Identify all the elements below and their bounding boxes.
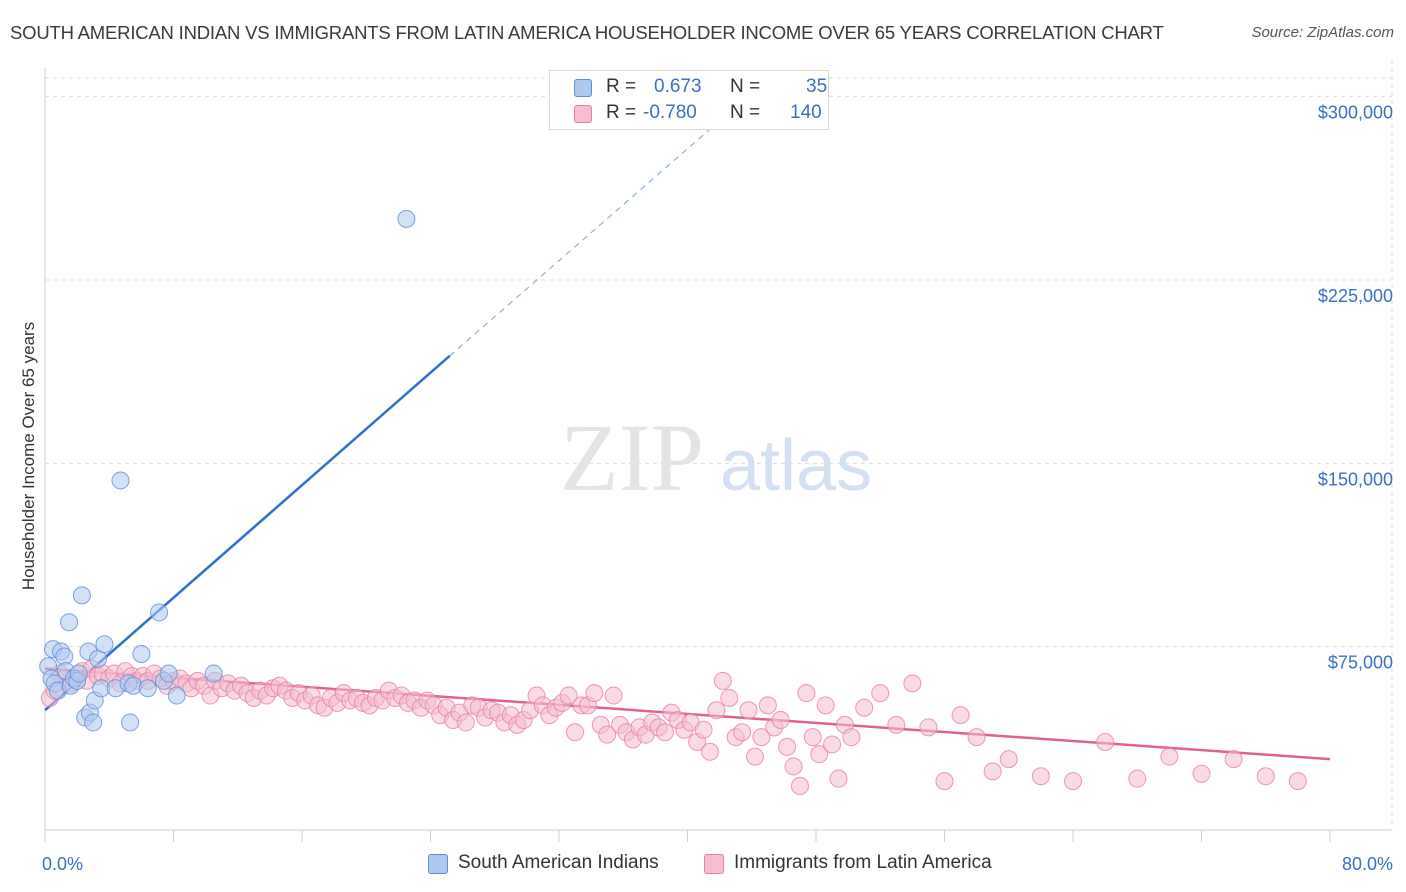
- bottom-legend-swatch-pink: [704, 854, 724, 874]
- point-south-american-indian: [138, 679, 157, 698]
- point-immigrant-latin-america: [778, 737, 797, 756]
- point-immigrant-latin-america: [707, 701, 726, 720]
- point-south-american-indian: [167, 686, 186, 705]
- axis-labels: $75,000 $150,000 $225,000 $300,000 0.0% 80.0%: [42, 103, 1393, 874]
- point-immigrant-latin-america: [1096, 733, 1115, 751]
- point-immigrant-latin-america: [784, 757, 803, 776]
- point-immigrant-latin-america: [598, 725, 617, 744]
- y-axis-title: Householder Income Over 65 years: [19, 322, 38, 590]
- point-immigrant-latin-america: [739, 701, 758, 720]
- point-immigrant-latin-america: [745, 747, 764, 766]
- x-tick-label: 0.0%: [42, 854, 83, 874]
- point-immigrant-latin-america: [855, 698, 874, 717]
- bottom-legend-label: Immigrants from Latin America: [734, 852, 992, 873]
- point-south-american-indian: [159, 664, 178, 683]
- legend-n-value: 140: [790, 102, 822, 123]
- trend-line-south-american-indians: [44, 354, 451, 712]
- point-immigrant-latin-america: [803, 728, 822, 747]
- point-south-american-indian: [132, 645, 151, 663]
- point-south-american-indian: [60, 613, 79, 632]
- point-immigrant-latin-america: [713, 671, 732, 690]
- legend-r-value: -0.780: [643, 102, 697, 123]
- x-tick-label: 80.0%: [1342, 854, 1393, 874]
- point-immigrant-latin-america: [720, 689, 739, 707]
- point-south-american-indian: [150, 603, 169, 622]
- legend-swatch-pink: [574, 105, 592, 123]
- point-immigrant-latin-america: [790, 777, 809, 795]
- point-immigrant-latin-america: [983, 762, 1002, 781]
- point-immigrant-latin-america: [919, 718, 938, 737]
- point-south-american-indian: [69, 664, 88, 683]
- trend-line-extension: [449, 113, 729, 357]
- point-immigrant-latin-america: [733, 723, 752, 742]
- point-immigrant-latin-america: [829, 769, 848, 788]
- bottom-legend-swatch-blue: [428, 854, 448, 874]
- point-immigrant-latin-america: [700, 742, 719, 761]
- point-south-american-indian: [84, 713, 103, 732]
- point-immigrant-latin-america: [758, 696, 777, 715]
- point-immigrant-latin-america: [1224, 750, 1243, 769]
- point-immigrant-latin-america: [823, 735, 842, 754]
- point-south-american-indian: [121, 713, 140, 732]
- point-immigrant-latin-america: [604, 686, 623, 705]
- point-immigrant-latin-america: [842, 728, 861, 747]
- point-immigrant-latin-america: [559, 686, 578, 705]
- point-immigrant-latin-america: [999, 750, 1018, 769]
- legend-n-value: 35: [806, 76, 828, 97]
- gridlines: [45, 60, 1393, 830]
- y-tick-label: $225,000: [1318, 286, 1393, 306]
- point-immigrant-latin-america: [1031, 767, 1050, 786]
- legend-r-label: R =: [606, 102, 637, 123]
- y-tick-label: $150,000: [1318, 469, 1393, 489]
- axes: [44, 68, 1392, 842]
- point-immigrant-latin-america: [797, 684, 816, 703]
- point-immigrant-latin-america: [1192, 764, 1211, 783]
- point-immigrant-latin-america: [903, 674, 922, 693]
- legend-r-label: R =: [606, 76, 637, 97]
- point-immigrant-latin-america: [816, 696, 835, 715]
- point-immigrant-latin-america: [656, 723, 675, 742]
- correlation-legend: R = 0.673 N = 35 R = -0.780 N = 140: [549, 70, 829, 130]
- watermark-zip: ZIP: [560, 404, 704, 511]
- y-tick-label: $300,000: [1318, 103, 1393, 123]
- point-immigrant-latin-america: [1064, 772, 1082, 791]
- legend-swatch-blue: [574, 79, 592, 97]
- point-immigrant-latin-america: [694, 720, 713, 739]
- point-immigrant-latin-america: [771, 711, 790, 729]
- chart-title: SOUTH AMERICAN INDIAN VS IMMIGRANTS FROM…: [10, 22, 1164, 43]
- point-immigrant-latin-america: [935, 772, 954, 791]
- point-south-american-indian: [397, 209, 416, 228]
- point-immigrant-latin-america: [871, 684, 890, 703]
- point-south-american-indian: [95, 635, 114, 654]
- point-immigrant-latin-america: [752, 728, 771, 747]
- legend-n-label: N =: [730, 76, 761, 97]
- point-immigrant-latin-america: [887, 715, 906, 734]
- point-south-american-indian: [111, 471, 130, 490]
- legend-n-label: N =: [730, 102, 761, 123]
- point-immigrant-latin-america: [585, 684, 604, 703]
- watermark-atlas: atlas: [720, 426, 872, 506]
- point-immigrant-latin-america: [951, 706, 970, 725]
- point-immigrant-latin-america: [456, 713, 475, 732]
- bottom-legend-label: South American Indians: [458, 852, 659, 873]
- point-immigrant-latin-america: [967, 728, 986, 747]
- point-immigrant-latin-america: [566, 723, 585, 742]
- point-immigrant-latin-america: [810, 745, 829, 764]
- data-points: [39, 209, 1307, 795]
- y-tick-label: $75,000: [1328, 653, 1393, 673]
- legend-r-value: 0.673: [654, 76, 702, 97]
- point-south-american-indian: [72, 586, 91, 605]
- point-immigrant-latin-america: [1288, 772, 1307, 791]
- point-south-american-indian: [204, 664, 223, 683]
- point-immigrant-latin-america: [1160, 747, 1179, 766]
- point-immigrant-latin-america: [1128, 769, 1147, 788]
- chart-source: Source: ZipAtlas.com: [1251, 24, 1394, 41]
- point-immigrant-latin-america: [1256, 767, 1275, 786]
